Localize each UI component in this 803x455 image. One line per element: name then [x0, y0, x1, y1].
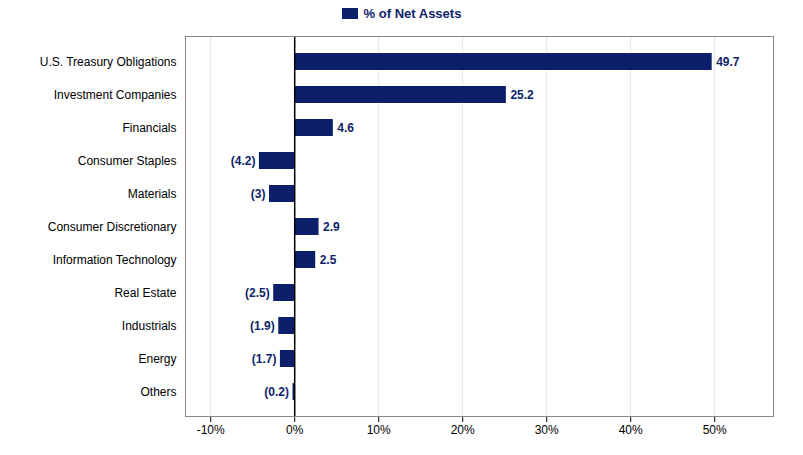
svg-text:2.5: 2.5 — [320, 253, 337, 267]
svg-text:(1.9): (1.9) — [250, 319, 275, 333]
svg-text:(2.5): (2.5) — [245, 286, 270, 300]
svg-text:Information Technology: Information Technology — [53, 253, 177, 267]
svg-text:49.7: 49.7 — [716, 55, 740, 69]
svg-text:(1.7): (1.7) — [252, 352, 277, 366]
svg-text:(4.2): (4.2) — [231, 154, 256, 168]
svg-text:Real Estate: Real Estate — [114, 286, 176, 300]
svg-text:40%: 40% — [619, 423, 643, 437]
svg-text:2.9: 2.9 — [323, 220, 340, 234]
svg-text:10%: 10% — [367, 423, 391, 437]
svg-text:Industrials: Industrials — [122, 319, 177, 333]
svg-text:-10%: -10% — [197, 423, 225, 437]
svg-text:Others: Others — [140, 385, 176, 399]
svg-text:Financials: Financials — [122, 121, 176, 135]
svg-text:25.2: 25.2 — [510, 88, 534, 102]
svg-text:30%: 30% — [535, 423, 559, 437]
svg-text:Materials: Materials — [128, 187, 177, 201]
svg-text:Investment Companies: Investment Companies — [54, 88, 177, 102]
svg-text:0%: 0% — [286, 423, 304, 437]
html-text:% of Net Assets: % of Net Assets — [363, 5, 462, 21]
svg-text:(0.2): (0.2) — [264, 385, 289, 399]
svg-text:Consumer Discretionary: Consumer Discretionary — [48, 220, 177, 234]
svg-text:4.6: 4.6 — [337, 121, 354, 135]
svg-text:20%: 20% — [451, 423, 475, 437]
svg-text:Energy: Energy — [138, 352, 176, 366]
svg-text:U.S. Treasury Obligations: U.S. Treasury Obligations — [40, 55, 177, 69]
svg-text:(3): (3) — [251, 187, 266, 201]
svg-text:Consumer Staples: Consumer Staples — [78, 154, 177, 168]
svg-text:50%: 50% — [703, 423, 727, 437]
